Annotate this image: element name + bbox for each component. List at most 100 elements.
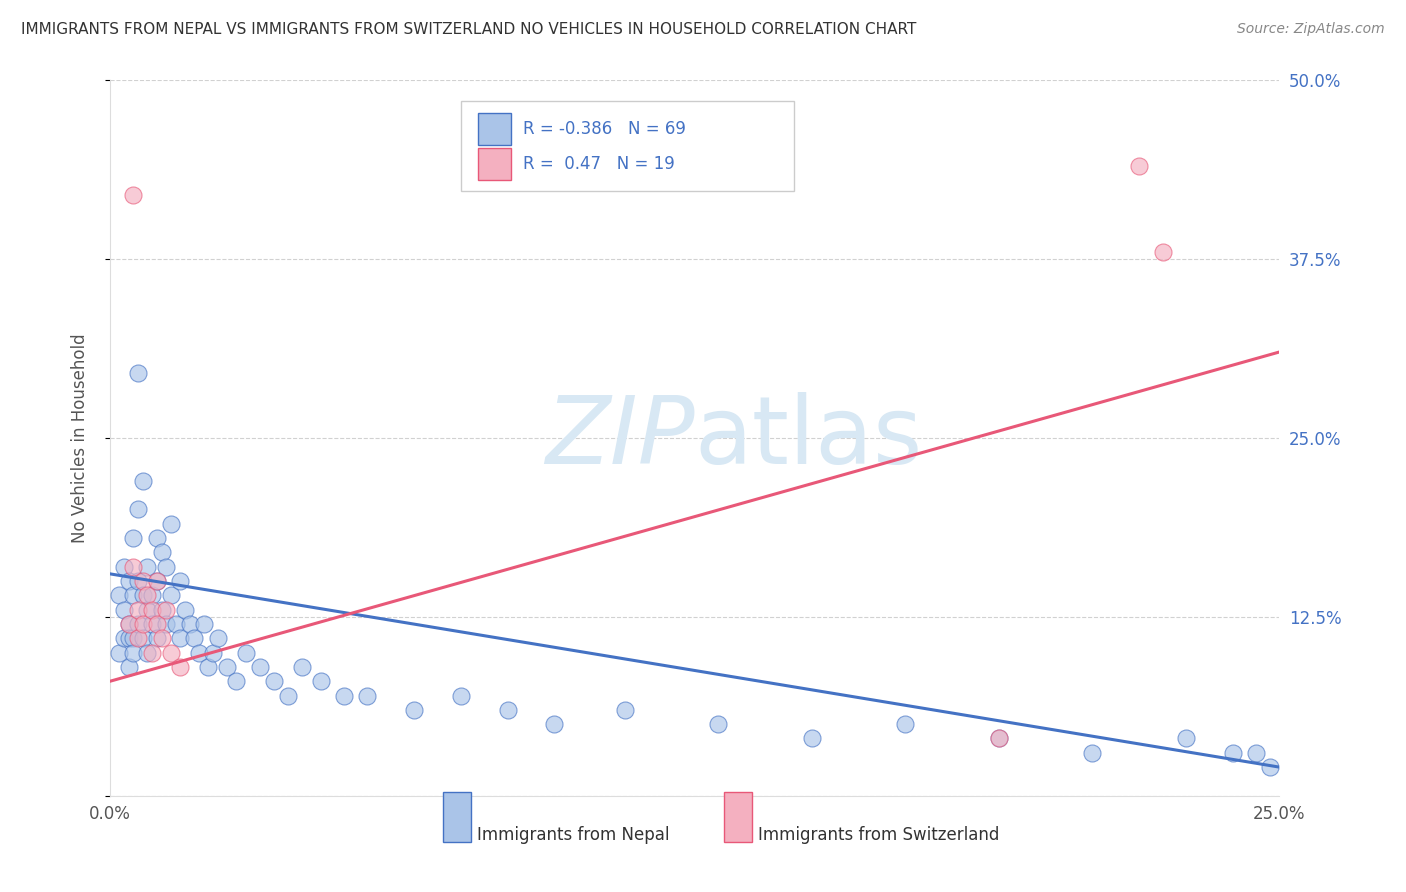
Point [122,531,145,545]
Point [122,559,145,574]
Point [155,602,177,616]
Point [404,703,426,717]
Point [146,531,169,545]
Text: ZIP: ZIP [546,392,695,483]
Point [127,574,149,588]
FancyBboxPatch shape [478,147,512,180]
Point [187,646,209,660]
Point [160,646,183,660]
Point [169,660,191,674]
Point [118,617,141,632]
Point [136,646,159,660]
Point [249,660,271,674]
Point [132,588,155,602]
Point [127,502,149,516]
Point [141,588,163,602]
Point [136,602,159,616]
Point [225,674,247,689]
Text: IMMIGRANTS FROM NEPAL VS IMMIGRANTS FROM SWITZERLAND NO VEHICLES IN HOUSEHOLD CO: IMMIGRANTS FROM NEPAL VS IMMIGRANTS FROM… [21,22,917,37]
Point [987,731,1010,746]
Point [1152,244,1174,259]
Point [707,717,730,731]
Point [613,703,636,717]
Point [1081,746,1104,760]
Point [132,574,155,588]
Point [112,632,135,646]
FancyBboxPatch shape [461,102,794,191]
Point [215,660,238,674]
Point [197,660,219,674]
Point [132,617,155,632]
Point [136,559,159,574]
Point [333,689,356,703]
Point [1244,746,1267,760]
Point [263,674,285,689]
Point [141,617,163,632]
Point [122,187,145,202]
Point [155,617,177,632]
Point [127,367,149,381]
Point [496,703,519,717]
Point [987,731,1010,746]
Y-axis label: No Vehicles in Household: No Vehicles in Household [72,333,89,542]
Point [150,545,173,559]
Point [108,646,131,660]
Point [193,617,215,632]
Point [291,660,314,674]
Point [118,660,141,674]
Point [800,731,823,746]
Point [174,602,197,616]
Point [201,646,224,660]
Point [127,617,149,632]
Point [141,646,163,660]
Point [235,646,257,660]
Point [132,474,155,488]
Point [543,717,565,731]
FancyBboxPatch shape [478,112,512,145]
Point [136,588,159,602]
Point [1222,746,1244,760]
Point [356,689,378,703]
Point [146,574,169,588]
Point [207,632,229,646]
Point [169,574,191,588]
Point [122,646,145,660]
Point [112,602,135,616]
Point [450,689,472,703]
Point [122,588,145,602]
Text: atlas: atlas [695,392,922,483]
Point [1258,760,1281,774]
Point [894,717,917,731]
Point [179,617,201,632]
Point [127,632,149,646]
Text: R = -0.386   N = 69: R = -0.386 N = 69 [523,120,686,137]
Point [150,632,173,646]
Text: Immigrants from Switzerland: Immigrants from Switzerland [758,826,1000,844]
Point [118,574,141,588]
Point [169,632,191,646]
Point [183,632,205,646]
Text: Immigrants from Nepal: Immigrants from Nepal [477,826,669,844]
Point [160,516,183,531]
Text: R =  0.47   N = 19: R = 0.47 N = 19 [523,154,675,173]
Point [146,632,169,646]
Text: Source: ZipAtlas.com: Source: ZipAtlas.com [1237,22,1385,37]
Point [127,602,149,616]
Point [146,574,169,588]
Point [160,588,183,602]
Point [112,559,135,574]
Point [132,632,155,646]
Point [309,674,332,689]
Point [118,632,141,646]
Point [155,559,177,574]
Point [122,632,145,646]
Point [108,588,131,602]
Point [1128,159,1150,173]
Point [150,602,173,616]
Point [1174,731,1197,746]
Point [277,689,299,703]
Point [165,617,187,632]
Point [146,617,169,632]
Point [141,602,163,616]
Point [118,617,141,632]
